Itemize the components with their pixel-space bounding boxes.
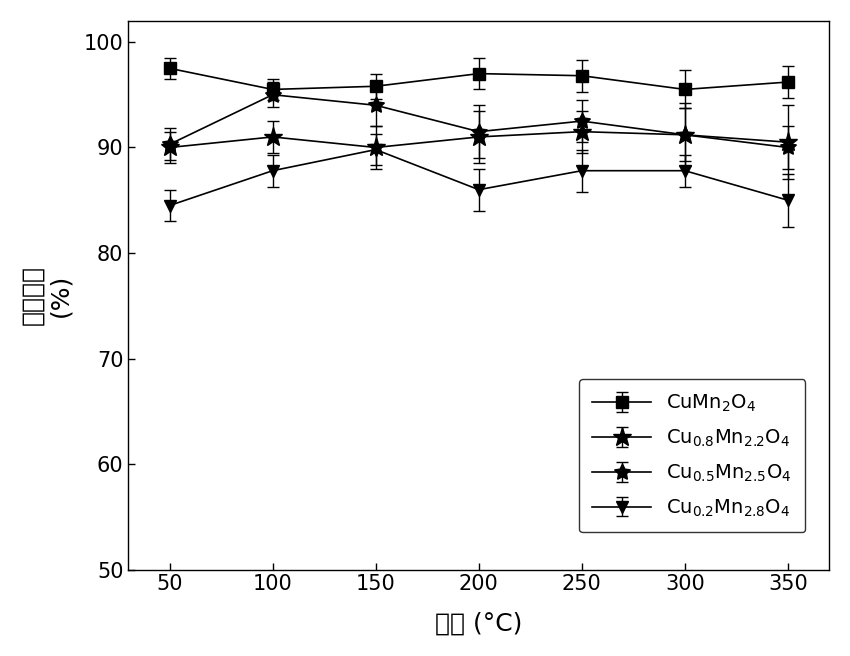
Y-axis label: 脱汞效率
(%): 脱汞效率 (%)	[21, 265, 72, 325]
X-axis label: 温度 (°C): 温度 (°C)	[435, 611, 523, 635]
Legend: CuMn$_2$O$_4$, Cu$_{0.8}$Mn$_{2.2}$O$_4$, Cu$_{0.5}$Mn$_{2.5}$O$_4$, Cu$_{0.2}$M: CuMn$_2$O$_4$, Cu$_{0.8}$Mn$_{2.2}$O$_4$…	[579, 379, 806, 533]
